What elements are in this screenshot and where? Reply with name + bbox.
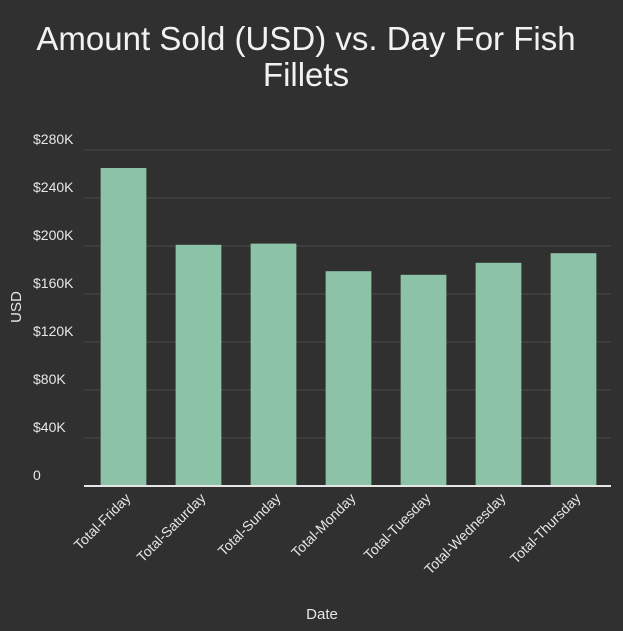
chart-title-line-2: Fillets [263, 56, 349, 93]
y-tick-label: $200K [33, 227, 74, 243]
bar [175, 244, 222, 486]
y-tick-label: $160K [33, 275, 74, 291]
y-tick-label: $280K [33, 131, 74, 147]
bar [550, 253, 597, 486]
bar [250, 243, 297, 486]
bar [475, 262, 522, 486]
y-tick-label: $240K [33, 179, 74, 195]
bars [100, 168, 597, 486]
y-tick-label: 0 [33, 467, 41, 483]
y-tick-label: $120K [33, 323, 74, 339]
bar [100, 168, 147, 486]
y-tick-label: $40K [33, 419, 66, 435]
bar [400, 274, 447, 486]
y-axis-ticks: 0 $40K $80K $120K $160K $200K $240K $280K [33, 131, 74, 483]
bar [325, 271, 372, 486]
x-axis-label: Date [306, 606, 338, 623]
chart-title-line-1: Amount Sold (USD) vs. Day For Fish [36, 20, 575, 57]
y-axis-label: USD [8, 291, 25, 323]
y-tick-label: $80K [33, 371, 66, 387]
